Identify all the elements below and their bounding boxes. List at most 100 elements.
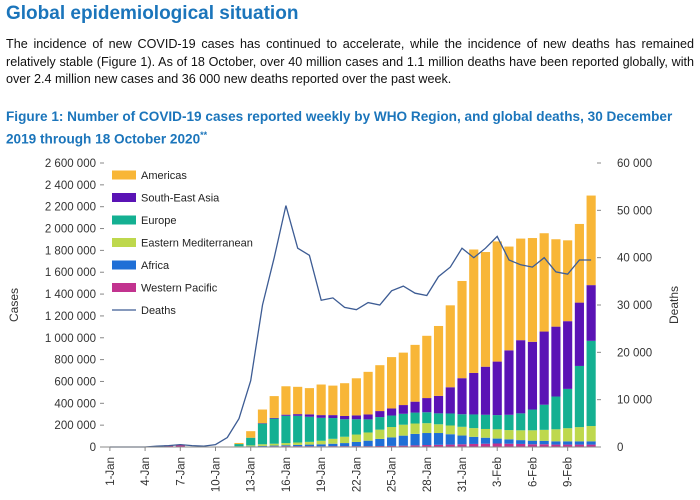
bar-europe xyxy=(527,409,538,431)
y-tick-label: 2 000 000 xyxy=(45,224,96,236)
bar-americas xyxy=(445,305,455,388)
bar-americas xyxy=(527,238,538,342)
bar-eastern-mediterranean xyxy=(457,426,467,436)
bar-western-pacific xyxy=(586,444,596,447)
bar-africa xyxy=(293,444,303,447)
bar-americas xyxy=(574,223,584,303)
bar-europe xyxy=(316,417,326,441)
bar-americas xyxy=(304,388,314,415)
bar-americas xyxy=(516,238,526,341)
bar-eastern-mediterranean xyxy=(516,430,526,441)
bar-africa xyxy=(257,445,268,447)
bar-eastern-mediterranean xyxy=(387,427,397,438)
bar-africa xyxy=(551,441,561,445)
bar-europe xyxy=(469,414,479,429)
bar-americas xyxy=(586,195,596,286)
bar-western-pacific xyxy=(422,445,432,447)
bar-americas xyxy=(539,233,549,332)
bar-south-east-asia xyxy=(445,387,455,414)
bar-africa xyxy=(410,433,420,446)
bar-south-east-asia xyxy=(492,361,502,416)
bar-europe xyxy=(563,388,573,429)
y-tick-label: 200 000 xyxy=(54,420,96,432)
y-tick-label: 1 200 000 xyxy=(45,311,96,323)
bar-eastern-mediterranean xyxy=(563,428,573,442)
bar-eastern-mediterranean xyxy=(363,432,373,441)
bar-americas xyxy=(351,378,361,416)
bar-europe xyxy=(480,414,491,429)
bar-americas xyxy=(469,249,479,373)
bar-south-east-asia xyxy=(410,401,420,413)
bar-south-east-asia xyxy=(539,331,549,405)
bar-europe xyxy=(516,413,526,431)
bar-africa xyxy=(304,444,314,447)
bar-americas xyxy=(410,344,420,402)
figure-title-footnote-mark: ** xyxy=(200,130,208,140)
bar-south-east-asia xyxy=(257,423,268,424)
bar-south-east-asia xyxy=(387,408,397,416)
bar-western-pacific xyxy=(480,443,491,447)
bar-south-east-asia xyxy=(269,417,279,419)
legend-label: Western Pacific xyxy=(141,283,218,295)
bar-eastern-mediterranean xyxy=(469,428,479,437)
bar-europe xyxy=(375,417,385,430)
legend-label: Europe xyxy=(141,215,176,227)
bar-americas xyxy=(234,442,244,445)
y-tick-label: 1 600 000 xyxy=(45,267,96,279)
bar-europe xyxy=(551,396,561,430)
bar-americas xyxy=(363,371,373,415)
bar-eastern-mediterranean xyxy=(504,430,514,440)
bar-eastern-mediterranean xyxy=(234,446,244,447)
bar-eastern-mediterranean xyxy=(586,426,596,442)
bar-western-pacific xyxy=(469,443,479,447)
bar-western-pacific xyxy=(574,444,584,447)
figure-title-text: Figure 1: Number of COVID-19 cases repor… xyxy=(6,109,673,147)
deaths-line xyxy=(109,205,592,448)
bar-africa xyxy=(375,438,385,447)
bar-africa xyxy=(387,437,397,446)
bar-americas xyxy=(293,386,303,415)
bar-eastern-mediterranean xyxy=(257,444,268,446)
bar-americas xyxy=(504,246,514,351)
bar-africa xyxy=(351,441,361,447)
y2-tick-label: 60 000 xyxy=(617,158,652,170)
legend-swatch-americas xyxy=(112,170,136,180)
legend-swatch-africa xyxy=(112,260,136,270)
bar-south-east-asia xyxy=(527,341,538,410)
bar-africa xyxy=(539,440,549,445)
bar-eastern-mediterranean xyxy=(433,424,444,434)
bar-south-east-asia xyxy=(422,398,432,413)
bar-europe xyxy=(539,404,549,430)
y-tick-label: 600 000 xyxy=(54,376,96,388)
legend-swatch-eastern-mediterranean xyxy=(112,238,136,247)
bar-americas xyxy=(375,365,385,412)
bar-eastern-mediterranean xyxy=(422,423,432,434)
bar-africa xyxy=(316,444,326,447)
bar-americas xyxy=(422,335,432,399)
legend-swatch-western-pacific xyxy=(112,283,136,292)
legend-label: Eastern Mediterranean xyxy=(141,238,253,250)
bar-americas xyxy=(551,239,561,327)
bar-south-east-asia xyxy=(563,321,573,389)
bar-south-east-asia xyxy=(340,415,350,420)
bar-south-east-asia xyxy=(316,415,326,418)
bar-western-pacific xyxy=(175,444,185,447)
bar-africa xyxy=(398,435,408,446)
bar-eastern-mediterranean xyxy=(281,443,291,446)
y-tick-label: 1 800 000 xyxy=(45,245,96,257)
x-tick-label: 10-Jan xyxy=(211,457,223,492)
bar-europe xyxy=(293,415,303,443)
bar-south-east-asia xyxy=(574,302,584,366)
x-tick-label: 22-Jan xyxy=(351,457,363,492)
bar-africa xyxy=(469,436,479,444)
chart-legend: Americas South-East Asia Europe Eastern Med… xyxy=(112,170,253,317)
y-tick-label: 2 400 000 xyxy=(45,180,96,192)
y2-tick-label: 20 000 xyxy=(617,347,652,359)
bar-europe xyxy=(340,419,350,437)
legend-label: Americas xyxy=(141,170,187,182)
x-tick-label: 13-Jan xyxy=(246,457,258,492)
bar-americas xyxy=(563,240,573,322)
bar-africa xyxy=(492,438,502,444)
bar-south-east-asia xyxy=(551,326,561,397)
bar-africa xyxy=(246,446,256,447)
